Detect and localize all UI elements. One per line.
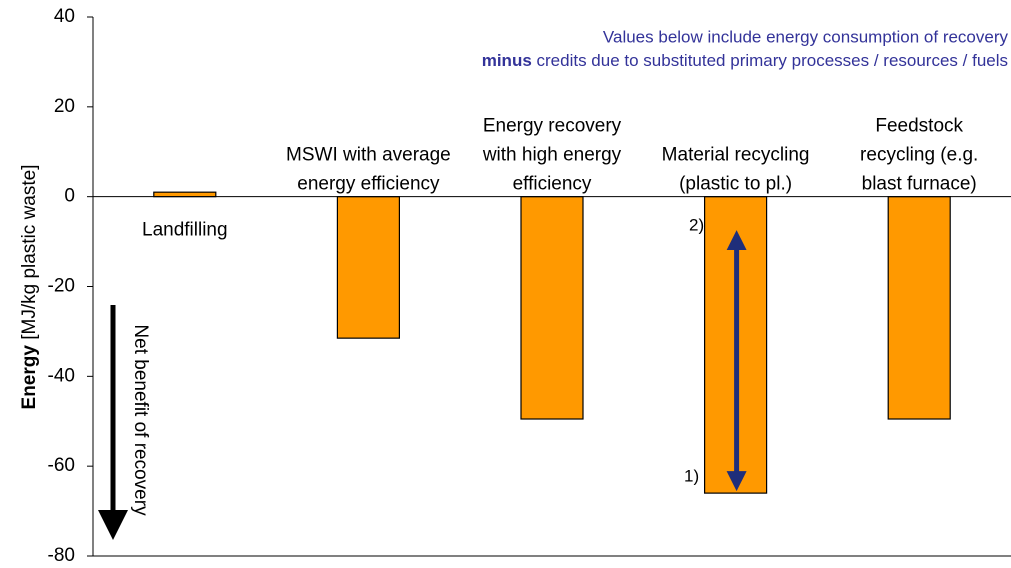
category-label: Landfilling — [142, 220, 228, 241]
y-title-rest: [MJ/kg plastic waste] — [19, 165, 40, 340]
category-label: blast furnace) — [862, 174, 977, 195]
y-axis-title: Energy [MJ/kg plastic waste] — [19, 165, 40, 410]
bar — [887, 196, 951, 420]
range-bottom-label: 1) — [684, 467, 699, 486]
category-label: recycling (e.g. — [860, 145, 978, 166]
bar — [520, 196, 584, 420]
category-label: MSWI with average — [286, 145, 451, 166]
category-label: Material recycling — [662, 145, 810, 166]
y-tick-label: -80 — [48, 545, 75, 566]
category-label: Energy recovery — [483, 116, 622, 137]
benefit-label: Net benefit of recovery — [130, 324, 151, 516]
category-label: (plastic to pl.) — [679, 174, 792, 195]
category-label: efficiency — [513, 174, 592, 195]
range-top-label: 2) — [689, 216, 704, 235]
y-title-bold: Energy — [19, 345, 40, 410]
category-label: with high energy — [482, 145, 622, 166]
category-label: Feedstock — [875, 116, 963, 137]
bar — [336, 196, 400, 339]
note-bold: minus — [482, 51, 532, 70]
y-tick-label: 40 — [54, 6, 75, 27]
y-tick-label: 20 — [54, 96, 75, 117]
note-line1: Values below include energy consumption … — [603, 27, 1009, 46]
y-tick-label: 0 — [64, 186, 75, 207]
y-tick-label: -20 — [48, 276, 75, 297]
y-tick-label: -40 — [48, 365, 75, 386]
note-line2: minus credits due to substituted primary… — [482, 51, 1008, 70]
y-tick-label: -60 — [48, 455, 75, 476]
bar — [153, 191, 217, 198]
category-label: energy efficiency — [297, 174, 440, 195]
note-rest: credits due to substituted primary proce… — [537, 51, 1008, 70]
